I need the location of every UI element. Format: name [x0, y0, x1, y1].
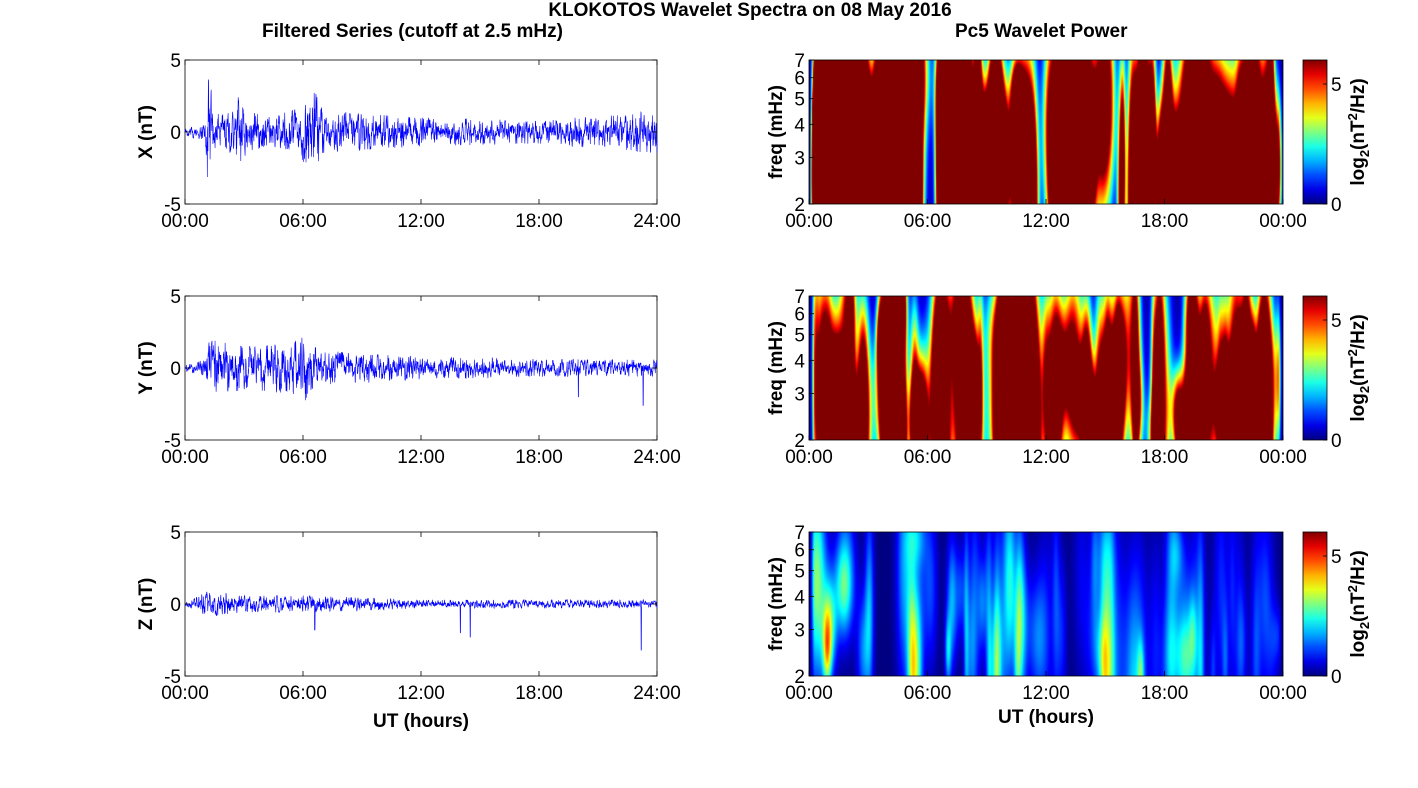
- figure-title: KLOKOTOS Wavelet Spectra on 08 May 2016: [548, 0, 952, 21]
- colorbar: [1302, 295, 1328, 441]
- time-series-panel-x: 5 0 -500:00 06:00 12:00 18:00 24:00 X (nT): [136, 51, 681, 232]
- signal-trace: [184, 591, 658, 651]
- x-tick-label: 18:00: [515, 211, 563, 232]
- y-tick-label: 2: [794, 431, 805, 452]
- x-tick-label: 06:00: [904, 211, 952, 232]
- y-axis-label: freq (mHz): [766, 557, 787, 651]
- colorbar-tick-label: 5: [1331, 547, 1342, 568]
- x-tick-label: 06:00: [904, 683, 952, 704]
- y-tick-label: 5: [170, 523, 181, 544]
- x-tick-label: 12:00: [397, 447, 445, 468]
- y-tick-label: 6: [794, 305, 805, 326]
- colorbar: [1302, 59, 1328, 205]
- filtered-series-title: Filtered Series (cutoff at 2.5 mHz): [262, 21, 563, 42]
- x-tick-label: 00:00: [161, 211, 209, 232]
- x-tick-label: 00:00: [785, 683, 833, 704]
- x-tick-label: 00:00: [161, 683, 209, 704]
- x-tick-label: 12:00: [1022, 211, 1070, 232]
- wavelet-power-map: [809, 532, 1283, 676]
- y-tick-label: -5: [164, 431, 181, 452]
- y-tick-label: 4: [794, 115, 805, 136]
- x-tick-label: 00:00: [785, 447, 833, 468]
- x-tick-label: 06:00: [279, 683, 327, 704]
- x-tick-label: 12:00: [1022, 447, 1070, 468]
- colorbar-tick-label: 5: [1331, 311, 1342, 332]
- x-tick-label: 06:00: [904, 447, 952, 468]
- y-tick-label: 0: [170, 595, 181, 616]
- y-axis-label: Y (nT): [136, 341, 157, 394]
- y-tick-label: 2: [794, 667, 805, 688]
- wavelet-power-map: [809, 60, 1283, 204]
- x-tick-label: 12:00: [1022, 683, 1070, 704]
- y-tick-label: 6: [794, 69, 805, 90]
- x-tick-label: 00:00: [1259, 683, 1307, 704]
- colorbar-tick-label: 0: [1331, 431, 1342, 452]
- y-tick-label: 3: [794, 384, 805, 405]
- x-tick-label: 24:00: [633, 683, 681, 704]
- y-tick-label: -5: [164, 667, 181, 688]
- x-tick-label: 06:00: [279, 211, 327, 232]
- x-tick-label: 18:00: [515, 447, 563, 468]
- colorbar-label: log2(nT2/Hz): [1345, 550, 1372, 657]
- y-tick-label: 7: [794, 287, 805, 308]
- wavelet-power-map: [809, 296, 1283, 440]
- y-tick-label: 5: [794, 562, 805, 583]
- colorbar-tick-label: 0: [1331, 195, 1342, 216]
- signal-trace: [184, 337, 658, 406]
- x-tick-label: 18:00: [1141, 211, 1189, 232]
- y-tick-label: 4: [794, 587, 805, 608]
- y-axis-label: freq (mHz): [766, 321, 787, 415]
- time-series-panel-y: 5 0 -500:00 06:00 12:00 18:00 24:00 Y (nT): [136, 287, 681, 468]
- y-tick-label: 3: [794, 620, 805, 641]
- y-tick-label: -5: [164, 195, 181, 216]
- y-tick-label: 0: [170, 359, 181, 380]
- x-axis-label-right: UT (hours): [998, 707, 1094, 728]
- y-axis-label: freq (mHz): [766, 85, 787, 179]
- x-tick-label: 00:00: [161, 447, 209, 468]
- signal-trace: [184, 79, 658, 177]
- x-tick-label: 18:00: [1141, 447, 1189, 468]
- y-tick-label: 7: [794, 523, 805, 544]
- y-axis-label: X (nT): [136, 105, 157, 159]
- time-series-panel-z: 5 0 -500:00 06:00 12:00 18:00 24:00 Z (nT): [136, 523, 681, 704]
- colorbar: [1302, 531, 1328, 677]
- x-tick-label: 18:00: [515, 683, 563, 704]
- wavelet-power-title: Pc5 Wavelet Power: [955, 21, 1128, 42]
- y-tick-label: 3: [794, 148, 805, 169]
- x-tick-label: 00:00: [1259, 447, 1307, 468]
- y-tick-label: 6: [794, 541, 805, 562]
- y-tick-label: 0: [170, 123, 181, 144]
- y-axis-label: Z (nT): [136, 578, 157, 631]
- colorbar-tick-label: 0: [1331, 667, 1342, 688]
- x-tick-label: 00:00: [1259, 211, 1307, 232]
- x-tick-label: 12:00: [397, 683, 445, 704]
- x-tick-label: 24:00: [633, 211, 681, 232]
- y-tick-label: 4: [794, 351, 805, 372]
- y-tick-label: 5: [170, 51, 181, 72]
- x-tick-label: 24:00: [633, 447, 681, 468]
- x-axis-label-left: UT (hours): [373, 711, 469, 732]
- x-tick-label: 12:00: [397, 211, 445, 232]
- colorbar-tick-label: 5: [1331, 75, 1342, 96]
- x-tick-label: 06:00: [279, 447, 327, 468]
- x-tick-label: 00:00: [785, 211, 833, 232]
- y-tick-label: 7: [794, 51, 805, 72]
- colorbar-label: log2(nT2/Hz): [1345, 314, 1372, 421]
- y-tick-label: 5: [794, 326, 805, 347]
- colorbar-label: log2(nT2/Hz): [1345, 78, 1372, 185]
- x-tick-label: 18:00: [1141, 683, 1189, 704]
- y-tick-label: 5: [794, 90, 805, 111]
- y-tick-label: 5: [170, 287, 181, 308]
- y-tick-label: 2: [794, 195, 805, 216]
